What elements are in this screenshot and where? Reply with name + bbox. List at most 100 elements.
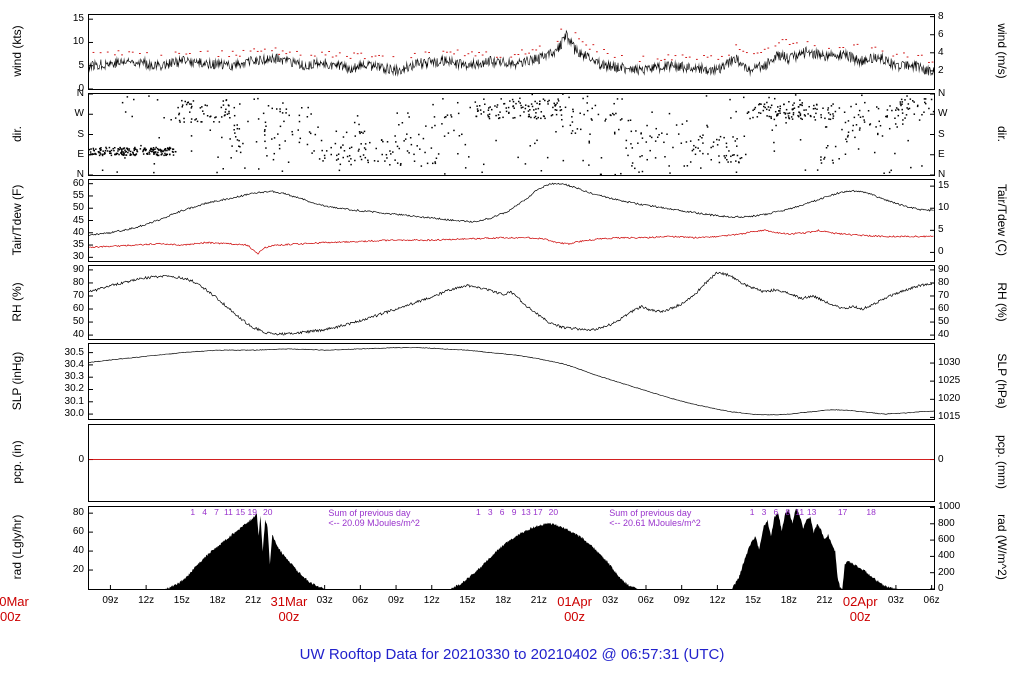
xtick-label: 18z [495,595,512,606]
rad-hour-sum: 6 [773,507,779,517]
rad-ytick-right: 400 [938,550,955,562]
dir-ytick-right: S [938,128,945,140]
rh-ylabel-left: RH (%) [10,281,24,322]
tair-ytick-right: 10 [938,202,950,214]
slp-ytick-left: 30.0 [64,408,84,420]
rad-hour-sum: 11 [795,507,805,517]
wind-ytick-left: 15 [72,13,84,25]
xtick-label: 15z [745,595,762,606]
pcp-ytick-left: 0 [78,453,84,465]
rad-hour-sum: 18 [866,507,876,517]
rad-hour-sum: 20 [548,507,559,517]
rad-hour-sum: 1 [749,507,755,517]
rad-hour-sum: 15 [235,507,246,517]
rh-ytick-right: 60 [938,303,950,315]
rh-canvas [89,266,934,339]
dir-ytick-right: W [938,108,948,120]
xdate-label-line1: 02Apr [842,594,878,609]
tair-ytick-right: 15 [938,180,950,192]
xdate-label-line1: 31Mar [270,594,308,609]
rh-ytick-left: 70 [72,289,84,301]
rh-ytick-left: 50 [72,316,84,328]
panel-slp [88,343,935,420]
rad-ytick-left: 60 [72,526,84,538]
rad-hour-sum: 11 [224,507,233,517]
xtick-label: 03z [316,595,333,606]
rh-ytick-left: 90 [72,263,84,275]
rh-ytick-right: 50 [938,316,950,328]
wind-ytick-left: 5 [78,59,84,71]
xtick-label: 09z [102,595,119,606]
xtick-label: 15z [459,595,476,606]
xtick-label: 18z [209,595,226,606]
panel-tair [88,179,935,262]
rad-hour-sum: 6 [499,507,505,517]
wind-ylabel-right: wind (m/s) [995,23,1009,79]
xdate-label-line2: 00z [278,609,300,624]
rad-ytick-left: 20 [72,564,84,576]
clipped-date-line1: 30Mar [0,594,29,609]
rh-ytick-right: 80 [938,276,950,288]
wind-ytick-right: 6 [938,28,944,40]
wind-ytick-right: 2 [938,64,944,76]
rad-hour-sum: 9 [511,507,517,517]
dir-ylabel-left: dir. [10,125,24,142]
rad-hour-sum: 8 [785,507,791,517]
tair-ytick-left: 60 [72,177,84,189]
wind-ytick-right: 4 [938,46,944,58]
rh-ytick-right: 90 [938,263,950,275]
rad-hour-sum: 17 [533,507,543,517]
rad-annotation-line1: Sum of previous day [609,508,692,518]
wind-ylabel-left: wind (kts) [10,25,24,77]
slp-ytick-right: 1025 [938,375,961,387]
dir-ytick-left: S [77,128,84,140]
xtick-label: 18z [780,595,797,606]
pcp-ylabel-left: pcp. (in) [10,440,24,484]
tair-canvas [89,180,934,261]
rad-ytick-left: 40 [72,545,84,557]
slp-ytick-left: 30.2 [64,383,84,395]
rad-hour-sum: 1 [190,507,196,517]
slp-ytick-right: 1020 [938,393,961,405]
slp-ytick-right: 1030 [938,357,961,369]
slp-ytick-right: 1015 [938,411,961,423]
rad-hour-sum: 7 [214,507,219,517]
dir-ytick-left: N [76,88,84,99]
slp-ytick-left: 30.1 [64,395,84,407]
slp-ylabel-right: SLP (hPa) [995,352,1009,409]
tair-ytick-right: 0 [938,246,944,258]
xtick-label: 03z [602,595,619,606]
slp-ytick-left: 30.4 [64,358,84,370]
tair-ytick-left: 30 [72,251,84,263]
rad-hour-sum: 3 [761,507,767,517]
panel-wind [88,14,935,90]
rad-hour-sum: 3 [487,507,493,517]
slp-ytick-left: 30.3 [64,371,84,383]
rh-ytick-right: 70 [938,289,950,301]
xtick-label: 21z [530,595,547,606]
dir-ytick-right: E [938,148,945,160]
dir-ytick-left: E [77,148,84,160]
tair-ytick-left: 45 [72,214,84,226]
slp-ytick-left: 30.5 [64,346,84,358]
xtick-label: 03z [887,595,904,606]
xtick-label: 21z [816,595,833,606]
rad-ylabel-right: rad (W/m^2) [995,514,1009,580]
rad-annotation-line1: Sum of previous day [328,508,411,518]
rh-ytick-left: 60 [72,303,84,315]
tair-ytick-left: 40 [72,226,84,238]
pcp-canvas [89,425,934,501]
tair-ytick-left: 50 [72,202,84,214]
panel-pcp [88,424,935,502]
wind-canvas [89,15,934,89]
rad-ytick-right: 1000 [938,501,961,513]
rad-ylabel-left: rad (Lgly/hr) [10,514,24,580]
rad-canvas [89,507,934,589]
figure-title: UW Rooftop Data for 20210330 to 20210402… [299,646,725,663]
panel-dir [88,93,935,176]
tair-ytick-right: 5 [938,224,944,236]
rad-hour-sum: 17 [837,507,848,517]
xdate-label-line1: 01Apr [557,594,592,609]
dir-ytick-left: N [76,169,84,180]
